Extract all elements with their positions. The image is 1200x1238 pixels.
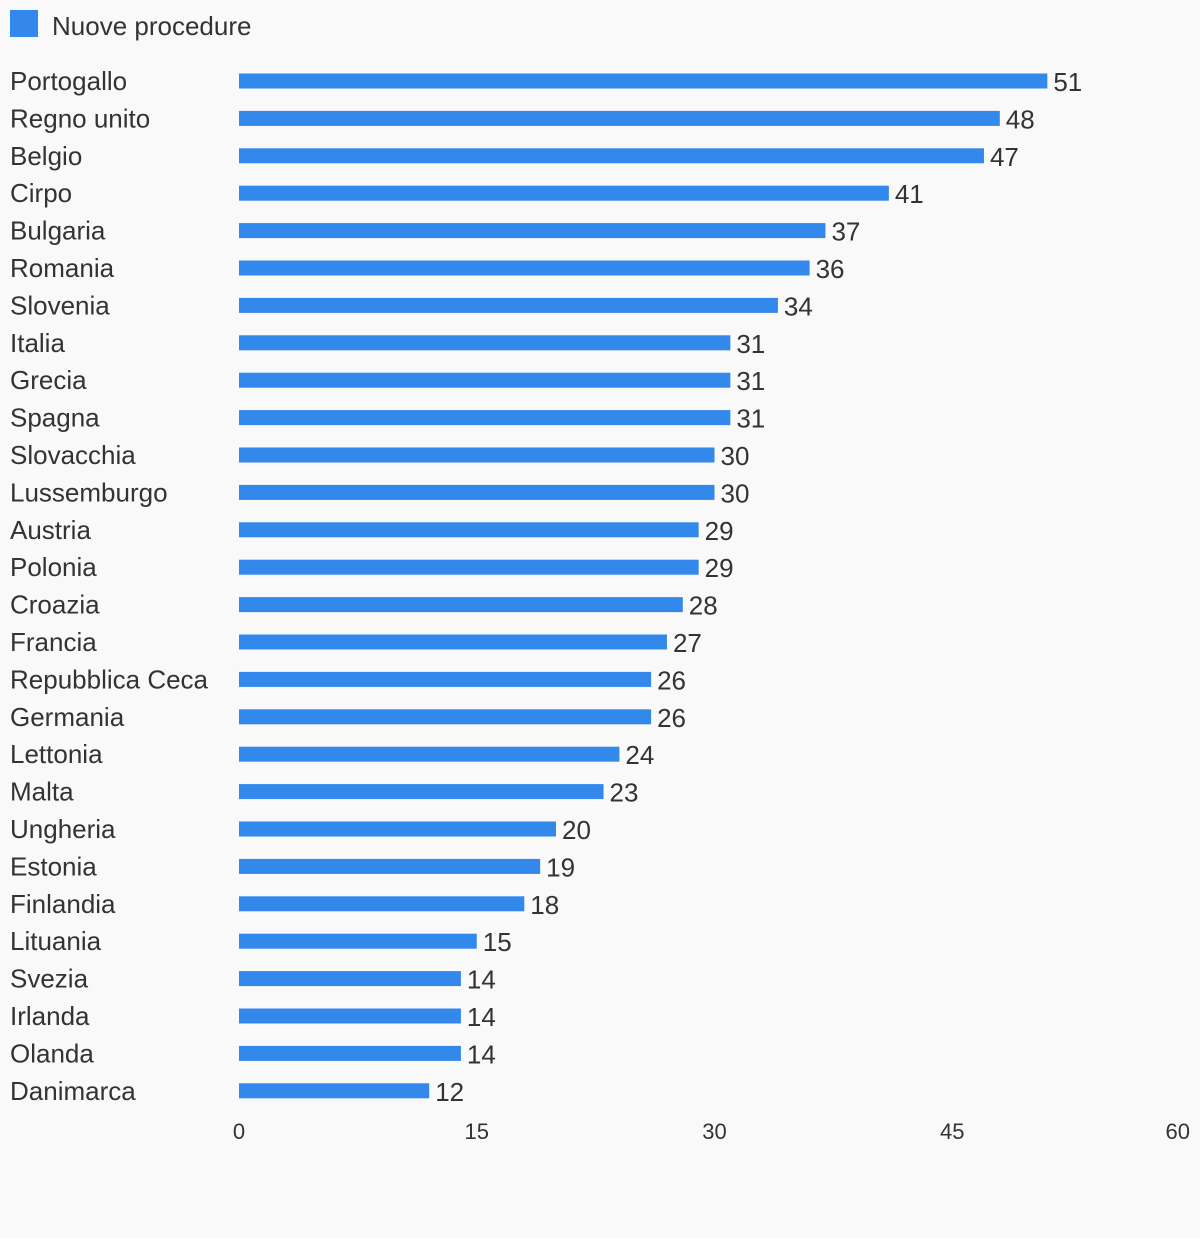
category-label: Belgio (10, 141, 82, 171)
category-label: Romania (10, 253, 115, 283)
category-label: Lettonia (10, 739, 103, 769)
bar (239, 185, 889, 201)
data-label: 26 (657, 665, 686, 695)
category-label: Slovenia (10, 290, 110, 320)
bar (239, 746, 620, 762)
category-label: Regno unito (10, 103, 150, 133)
bar (239, 634, 667, 650)
bar (239, 896, 525, 912)
data-label: 31 (736, 329, 765, 359)
category-label: Repubblica Ceca (10, 664, 209, 694)
category-label: Estonia (10, 851, 97, 881)
data-label: 18 (530, 890, 559, 920)
category-label: Francia (10, 627, 97, 657)
bar (239, 1045, 461, 1061)
bar (239, 933, 477, 949)
bar (239, 858, 541, 874)
data-label: 36 (816, 254, 845, 284)
bar (239, 1083, 430, 1099)
data-label: 20 (562, 815, 591, 845)
data-label: 48 (1006, 104, 1035, 134)
data-label: 23 (610, 778, 639, 808)
category-label: Austria (10, 515, 91, 545)
category-label: Grecia (10, 365, 87, 395)
category-label: Germania (10, 702, 125, 732)
data-label: 41 (895, 179, 924, 209)
bar (239, 709, 652, 725)
category-label: Slovacchia (10, 440, 136, 470)
data-label: 37 (831, 217, 860, 247)
category-label: Cirpo (10, 178, 72, 208)
data-label: 29 (705, 553, 734, 583)
category-label: Svezia (10, 964, 89, 994)
category-label: Italia (10, 328, 65, 358)
category-label: Spagna (10, 403, 100, 433)
legend-label: Nuove procedure (52, 10, 252, 41)
legend-swatch (10, 9, 38, 37)
bar (239, 335, 731, 351)
category-label: Ungheria (10, 814, 116, 844)
data-label: 14 (467, 1039, 496, 1069)
category-label: Irlanda (10, 1001, 90, 1031)
x-tick-label: 0 (233, 1119, 245, 1144)
data-label: 31 (736, 404, 765, 434)
data-label: 30 (721, 441, 750, 471)
data-label: 14 (467, 1002, 496, 1032)
data-label: 24 (625, 740, 654, 770)
x-tick-label: 15 (465, 1119, 489, 1144)
x-tick-label: 30 (702, 1119, 726, 1144)
category-label: Portogallo (10, 66, 127, 96)
bar (239, 784, 604, 800)
bar (239, 110, 1000, 126)
data-label: 15 (483, 927, 512, 957)
category-label: Lussemburgo (10, 477, 168, 507)
bar (239, 73, 1048, 89)
bar (239, 260, 810, 276)
data-label: 14 (467, 965, 496, 995)
category-label: Danimarca (10, 1076, 136, 1106)
category-label: Malta (10, 777, 74, 807)
data-label: 30 (721, 478, 750, 508)
data-label: 12 (435, 1077, 464, 1107)
data-label: 26 (657, 703, 686, 733)
bar (239, 597, 683, 613)
category-label: Croazia (10, 590, 100, 620)
category-label: Finlandia (10, 889, 116, 919)
bar (239, 1008, 461, 1024)
category-label: Olanda (10, 1038, 94, 1068)
x-tick-label: 45 (940, 1119, 964, 1144)
data-label: 27 (673, 628, 702, 658)
bar (239, 821, 556, 837)
data-label: 28 (689, 591, 718, 621)
bar (239, 223, 826, 239)
data-label: 34 (784, 291, 813, 321)
x-tick-label: 60 (1166, 1119, 1190, 1144)
legend: Nuove procedure (10, 9, 252, 42)
bar (239, 559, 699, 575)
data-label: 19 (546, 852, 575, 882)
bar (239, 148, 984, 164)
bar (239, 484, 715, 500)
bar (239, 447, 715, 463)
bar (239, 671, 652, 687)
bar (239, 410, 731, 426)
bar (239, 971, 461, 987)
bar (239, 372, 731, 388)
category-label: Lituania (10, 926, 102, 956)
bar (239, 522, 699, 538)
data-label: 31 (736, 366, 765, 396)
data-label: 29 (705, 516, 734, 546)
category-label: Bulgaria (10, 216, 106, 246)
category-label: Polonia (10, 552, 97, 582)
data-label: 51 (1053, 67, 1082, 97)
bar (239, 297, 778, 313)
data-label: 47 (990, 142, 1019, 172)
